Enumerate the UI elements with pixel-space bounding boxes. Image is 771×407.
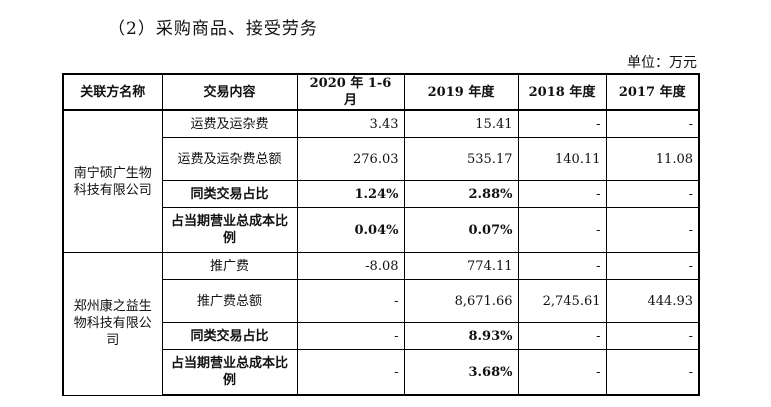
item-cell: 占当期营业总成本比例 [161,207,298,253]
company-cell: 郑州康之益生物科技有限公司 [62,252,163,396]
table-row: 占当期营业总成本比例 - 3.68% - - [63,349,700,396]
header-2018: 2018 年度 [517,73,607,111]
item-cell: 占当期营业总成本比例 [161,349,298,396]
value-2020h1: 3.43 [296,109,405,138]
related-party-table: 关联方名称 交易内容 2020 年 1-6 月 2019 年度 2018 年度 … [62,73,700,396]
table-row: 占当期营业总成本比例 0.04% 0.07% - - [63,207,700,253]
value-2019: 2.88% [403,180,519,208]
table-row: 同类交易占比 1.24% 2.88% - - [63,180,700,208]
value-2017: 11.08 [605,137,700,181]
item-cell: 同类交易占比 [161,322,298,350]
value-2020h1: - [296,322,405,350]
value-2019: 774.11 [403,252,519,280]
header-2019: 2019 年度 [403,73,519,111]
value-2017: - [605,349,700,396]
item-cell: 运费及运杂费 [161,109,298,138]
table-row: 南宁硕广生物科技有限公司 运费及运杂费 3.43 15.41 - - [62,109,700,253]
value-2017: - [605,207,700,253]
value-2017: - [605,322,700,350]
value-2017: - [605,180,700,208]
value-2020h1: - [296,279,405,323]
value-2019: 15.41 [403,109,519,138]
value-2018: - [517,207,607,253]
value-2018: - [517,322,607,350]
value-2019: 8,671.66 [403,279,519,323]
unit-label: 单位：万元 [627,55,697,71]
value-2017: - [605,109,700,138]
value-2018: - [517,109,607,138]
value-2019: 535.17 [403,137,519,181]
value-2020h1: 0.04% [296,207,405,253]
value-2017: 444.93 [605,279,700,323]
item-cell: 同类交易占比 [161,180,298,208]
value-2020h1: 276.03 [296,137,405,181]
header-item: 交易内容 [161,73,298,111]
value-2018: - [517,252,607,280]
table-row: 推广费总额 - 8,671.66 2,745.61 444.93 [63,279,700,323]
value-2017: - [605,252,700,280]
table-row: 运费及运杂费总额 276.03 535.17 140.11 11.08 [63,137,700,181]
value-2020h1: -8.08 [296,252,405,280]
item-cell: 推广费 [161,252,298,280]
item-cell: 运费及运杂费总额 [161,137,298,181]
value-2018: - [517,349,607,396]
value-2018: - [517,180,607,208]
value-2018: 140.11 [517,137,607,181]
value-2019: 3.68% [403,349,519,396]
header-company: 关联方名称 [62,73,163,111]
section-heading: （2）采购商品、接受劳务 [108,19,318,39]
header-2020h1: 2020 年 1-6 月 [296,73,405,111]
value-2019: 8.93% [403,322,519,350]
item-cell: 推广费总额 [161,279,298,323]
company-cell: 南宁硕广生物科技有限公司 [62,109,163,253]
table-row: 同类交易占比 - 8.93% - - [63,322,700,350]
value-2019: 0.07% [403,207,519,253]
value-2020h1: - [296,349,405,396]
table-row: 郑州康之益生物科技有限公司 推广费 -8.08 774.11 - - [62,252,700,396]
header-row: 关联方名称 交易内容 2020 年 1-6 月 2019 年度 2018 年度 … [62,73,700,111]
value-2020h1: 1.24% [296,180,405,208]
header-2017: 2017 年度 [605,73,700,111]
value-2018: 2,745.61 [517,279,607,323]
